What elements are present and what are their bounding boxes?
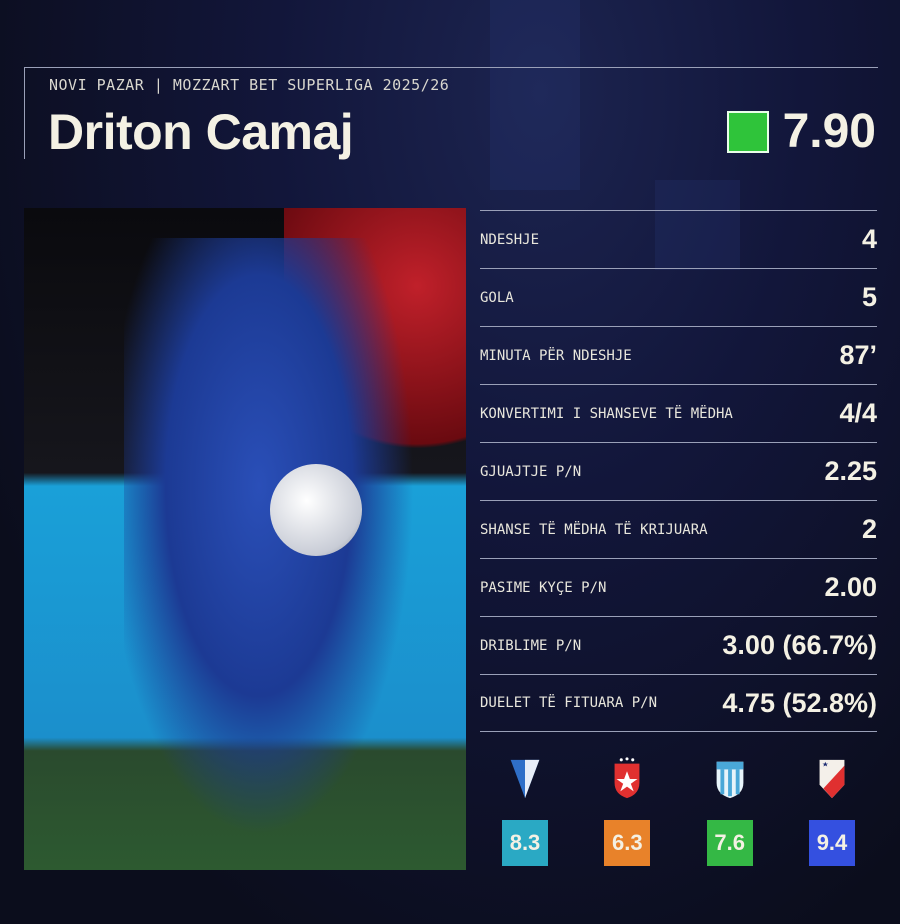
- team-league-subtitle: NOVI PAZAR | MOZZART BET SUPERLIGA 2025/…: [49, 76, 450, 94]
- stat-label: PASIME KYÇE P/N: [480, 579, 607, 596]
- stat-row: GJUAJTJE P/N 2.25: [480, 442, 877, 500]
- stat-value: 2.25: [824, 456, 877, 486]
- match-rating-item: 7.6: [685, 756, 775, 866]
- divider: [24, 67, 25, 159]
- rating-value: 7.90: [782, 105, 876, 158]
- stat-label: SHANSE TË MËDHA TË KRIJUARA: [480, 521, 708, 538]
- match-rating-badge: 6.3: [604, 820, 651, 866]
- stat-label: DRIBLIME P/N: [480, 637, 582, 654]
- stat-label: DUELET TË FITUARA P/N: [480, 695, 658, 711]
- blue-white-pennant-crest-icon: [510, 759, 540, 799]
- match-rating-item: 6.3: [582, 756, 672, 866]
- stat-row: MINUTA PËR NDESHJE 87’: [480, 326, 877, 384]
- match-rating-item: 9.4: [787, 756, 877, 866]
- football: [270, 464, 362, 556]
- stat-value: 3.00 (66.7%): [722, 630, 877, 660]
- stat-value: 4: [861, 224, 877, 254]
- divider: [24, 67, 878, 68]
- decoration: [655, 180, 740, 270]
- stat-value: 87’: [839, 340, 877, 370]
- stat-value: 2.00: [824, 572, 877, 602]
- stat-row: SHANSE TË MËDHA TË KRIJUARA 2: [480, 500, 877, 558]
- stats-table: NDESHJE 4 GOLA 5 MINUTA PËR NDESHJE 87’ KONVER…: [480, 210, 877, 732]
- stat-label: GJUAJTJE P/N: [480, 463, 582, 480]
- stat-label: GOLA: [480, 289, 514, 306]
- stat-row: KONVERTIMI I SHANSEVE TË MËDHA 4/4: [480, 384, 877, 442]
- stat-row: PASIME KYÇE P/N 2.00: [480, 558, 877, 616]
- match-rating-badge: 9.4: [808, 820, 855, 866]
- stat-value: 4.75 (52.8%): [722, 687, 877, 718]
- sky-blue-striped-crest-icon: [716, 761, 744, 799]
- decoration: [490, 0, 580, 190]
- stat-label: KONVERTIMI I SHANSEVE TË MËDHA: [480, 405, 733, 422]
- overall-rating: 7.90: [726, 104, 876, 159]
- stat-row: GOLA 5: [480, 268, 877, 326]
- match-ratings: 8.3 6.3 7.6 9.4: [480, 756, 877, 866]
- stat-row: NDESHJE 4: [480, 210, 877, 268]
- red-star-crest-icon: [614, 757, 640, 799]
- player-name: Driton Camaj: [48, 104, 354, 160]
- stat-value: 2: [861, 514, 877, 544]
- match-rating-item: 8.3: [480, 756, 570, 866]
- player-figure: [124, 238, 424, 858]
- stat-value: 4/4: [839, 398, 877, 428]
- stat-label: NDESHJE: [480, 231, 540, 248]
- stat-row: DRIBLIME P/N 3.00 (66.7%): [480, 616, 877, 674]
- stat-value: 5: [861, 282, 877, 312]
- match-rating-badge: 7.6: [706, 820, 753, 866]
- match-rating-badge: 8.3: [502, 820, 548, 866]
- stat-label: MINUTA PËR NDESHJE: [480, 347, 632, 364]
- rating-color-square: [726, 110, 769, 153]
- red-white-star-crest-icon: [819, 759, 845, 799]
- player-photo: [24, 208, 466, 870]
- stat-row: DUELET TË FITUARA P/N 4.75 (52.8%): [480, 674, 877, 732]
